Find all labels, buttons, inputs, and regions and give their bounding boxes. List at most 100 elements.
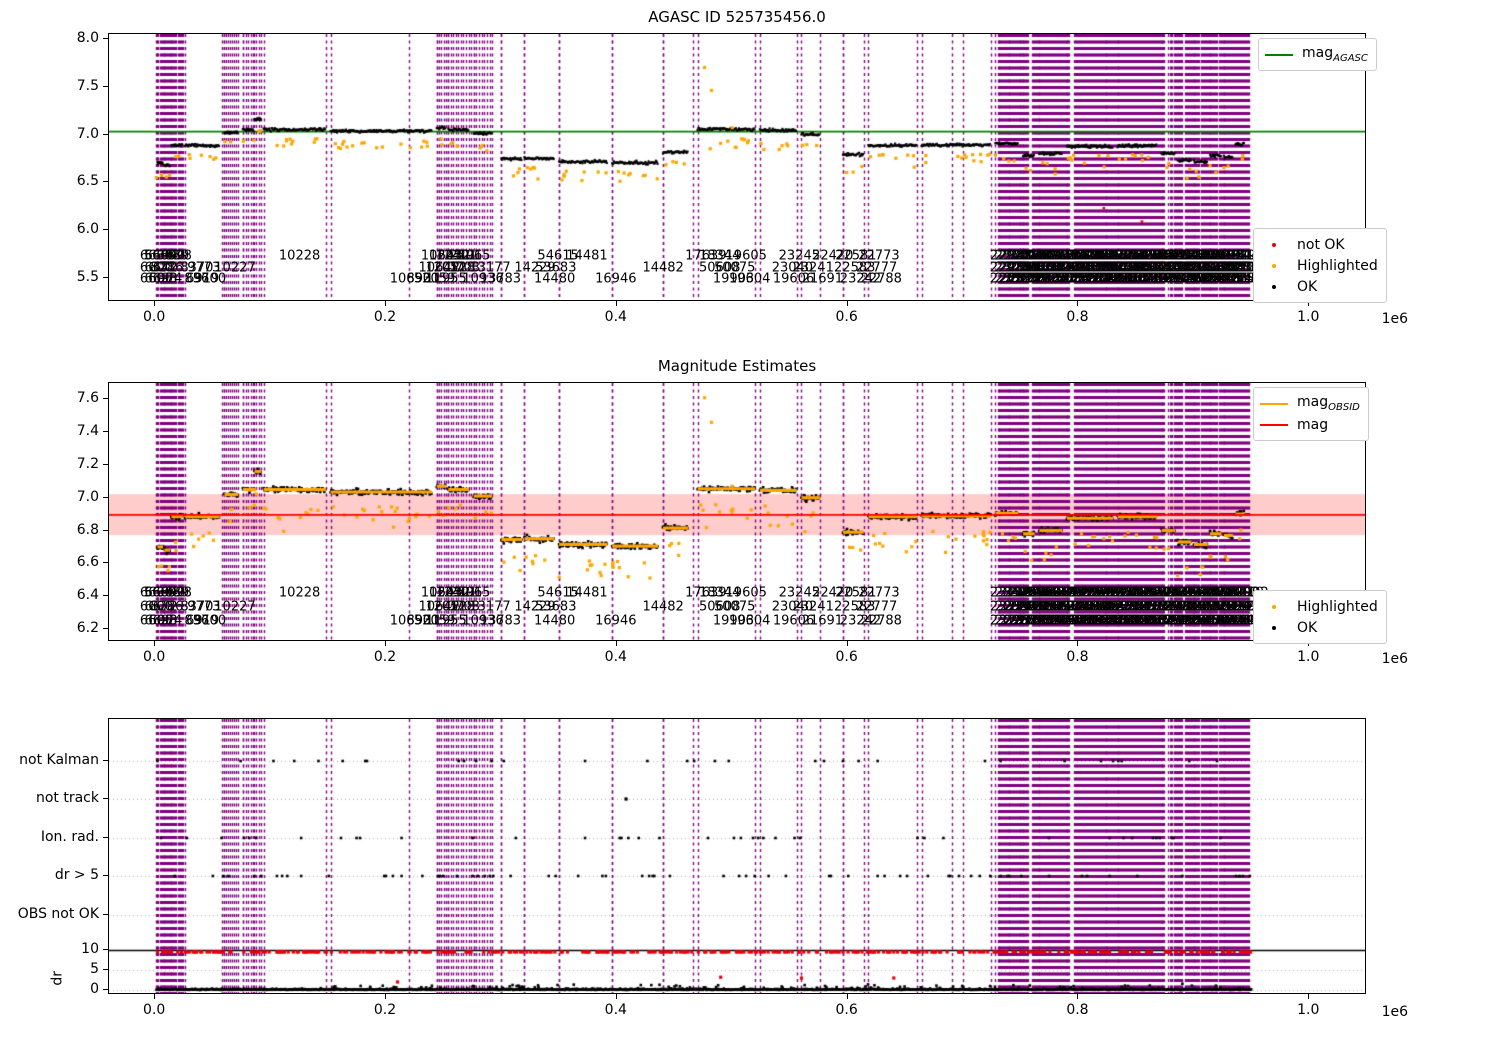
obsid-label: 22878: [1004, 248, 1046, 264]
panel-flags-x-exponent: 1e6: [1381, 1004, 1408, 1020]
x-tick-label: 0.2: [373, 1002, 397, 1018]
legend-points[interactable]: Highlighted OK: [1253, 590, 1387, 644]
obsid-label: 23471: [1159, 248, 1201, 264]
obsid-label: 22972: [1091, 248, 1133, 264]
obsid-label: 22901: [1048, 248, 1090, 264]
obsid-label: 22949: [1154, 271, 1197, 287]
obsid-label: 50075: [714, 599, 756, 615]
panel-magnitude-x-exponent: 1e6: [1381, 651, 1408, 667]
obsid-label: 22868: [1023, 585, 1066, 601]
obsid-label: 23468: [1120, 613, 1163, 629]
obsid-label: 23514: [1043, 599, 1085, 615]
obsid-label: 23376: [1091, 613, 1133, 629]
legend-mag-lines[interactable]: magOBSID mag: [1253, 387, 1369, 441]
obsid-label: 23424: [1188, 613, 1230, 629]
x-tick-label: 0.2: [373, 309, 397, 325]
obsid-label: 23360: [1077, 260, 1119, 275]
legend-entry: OK: [1260, 276, 1378, 297]
dr-tick-label: 5: [90, 961, 99, 977]
obsid-label: 22776: [999, 599, 1041, 615]
y-tick-mark: [103, 529, 108, 531]
panel-flags: not Kalman not track Ion. rad. dr > 5 OBS no…: [18, 718, 1408, 1020]
obsid-label: 22583: [834, 599, 876, 615]
obsid-label: 23190: [1207, 599, 1250, 615]
obsid-label: 22764: [1193, 271, 1235, 287]
obsid-label: 22420: [812, 248, 854, 264]
legend-entry-label: Highlighted: [1297, 257, 1378, 274]
obsid-label: 23158: [1072, 260, 1114, 275]
legend-line-swatch: [1265, 53, 1293, 56]
obsid-label: 6600: [139, 248, 174, 264]
obsid-label: 23105: [1067, 248, 1109, 264]
obsid-label: 6672: [144, 599, 178, 615]
obsid-label: 836: [184, 613, 210, 629]
obsid-label: 19604: [729, 613, 771, 629]
obsid-label: 23087: [1111, 248, 1153, 264]
x-tick-label: 0.2: [373, 649, 397, 665]
panel-agasc: AGASC ID 525735456.0 5.5 6.0 6.5 7.0 7.5 8.0 …: [77, 8, 1408, 327]
obsid-label: 22809: [1207, 613, 1250, 629]
obsid-label: 23373: [1140, 613, 1182, 629]
obsid-label: 17639: [685, 248, 727, 264]
obsid-label: 23242: [839, 271, 882, 287]
obsid-label: 22929: [1169, 613, 1211, 629]
obsid-label: 23249: [1106, 248, 1148, 264]
y-tick-mark: [103, 837, 108, 838]
obsid-label: 22721: [1096, 599, 1138, 615]
legend-status[interactable]: not OK Highlighted OK: [1253, 228, 1387, 303]
obsid-label: 23241: [792, 260, 834, 275]
obsid-label: 23444: [1140, 260, 1182, 275]
obsid-label: 19903: [712, 613, 755, 629]
x-tick-label: 1.0: [1297, 1002, 1320, 1018]
obsid-label: 23581: [1072, 599, 1114, 615]
x-tick-mark: [384, 641, 386, 646]
obsid-label: 6694: [144, 248, 178, 264]
obsid-label: 23433: [1174, 248, 1216, 264]
legend-dot-swatch: [1260, 258, 1288, 274]
obsid-label: 23283: [1115, 599, 1158, 615]
obsid-label: 10227: [214, 599, 256, 615]
obsid-label: 9700: [193, 613, 227, 629]
y-tick-mark: [103, 37, 108, 39]
obsid-label: 22837: [1178, 248, 1221, 264]
obsid-label: 23074: [1111, 271, 1153, 287]
obsid-label: 23556: [1188, 599, 1230, 615]
obsid-label: 14480: [533, 613, 576, 629]
obsid-label: 22952: [1140, 248, 1182, 264]
obsid-label: 22872: [1130, 613, 1172, 629]
obsid-label: 23111: [1048, 599, 1090, 615]
obsid-label: 12401: [435, 585, 478, 601]
obsid-label: 22811: [1115, 585, 1158, 601]
flag-category-label: OBS not OK: [17, 906, 99, 922]
panel-magnitude: Magnitude Estimates 6.2 6.4 6.6 6.8 7.0 7.2 7.…: [77, 357, 1408, 667]
y-tick-label: 7.0: [76, 125, 99, 142]
obsid-label: 19605: [725, 585, 767, 601]
legend-entry-label: not OK: [1297, 236, 1345, 253]
obsid-label: 22970: [1154, 599, 1197, 615]
obsid-label: 22711: [1101, 585, 1143, 601]
obsid-label: 23242: [1125, 585, 1167, 601]
legend-dot-marker: [1272, 284, 1276, 289]
x-tick-mark: [1308, 301, 1310, 306]
obsid-label: 10643: [420, 248, 463, 264]
legend-mag-agasc[interactable]: magAGASC: [1258, 38, 1377, 71]
y-tick-label: 6.8: [76, 521, 99, 538]
obsid-label: 22762: [1149, 271, 1192, 287]
obsid-label: 14482: [642, 260, 684, 275]
x-tick-mark: [846, 641, 848, 646]
obsid-label: 6919: [186, 613, 220, 629]
obsid-label: 22746: [1072, 613, 1114, 629]
obsid-label: 23489: [1033, 260, 1075, 275]
obsid-label: 23086: [1120, 271, 1163, 287]
obsid-label: 23512: [1193, 613, 1235, 629]
obsid-label: 23236: [1086, 271, 1129, 287]
y-tick-label: 6.6: [76, 554, 99, 571]
obsid-label: 23461: [1062, 260, 1104, 275]
x-tick-mark: [1077, 641, 1079, 646]
obsid-label: 23428: [994, 585, 1037, 601]
obsid-label: 5915: [457, 585, 491, 601]
legend-dot-marker: [1272, 625, 1276, 630]
obsid-label: 22835: [1149, 260, 1192, 275]
obsid-label: 22752: [999, 585, 1041, 601]
obsid-label: 6693: [144, 271, 178, 287]
